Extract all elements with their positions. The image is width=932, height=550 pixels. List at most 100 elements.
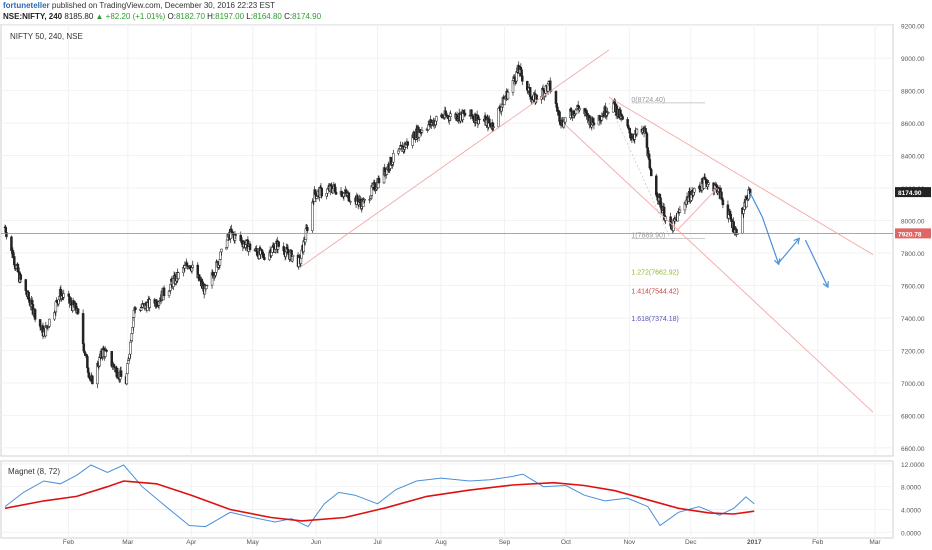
candle-body[interactable] [313,189,317,195]
candle-body[interactable] [220,248,223,253]
trendline[interactable] [676,187,718,232]
candle-body[interactable] [24,279,28,291]
candle-body[interactable] [578,108,581,111]
candle-body[interactable] [492,126,495,128]
trendline[interactable] [565,125,874,413]
candle-body[interactable] [463,112,467,116]
candle-body[interactable] [263,257,266,260]
candle-body[interactable] [91,375,94,385]
candle-body[interactable] [406,141,409,146]
candle-body[interactable] [435,116,438,122]
candle-body[interactable] [306,227,309,231]
candle-body[interactable] [470,109,473,116]
high-value: 8197.00 [215,12,245,21]
last-price: 8185.80 [64,12,94,21]
candle-body[interactable] [191,264,194,268]
symbol-label[interactable]: NSE:NIFTY, 240 [3,12,63,21]
candle-body[interactable] [564,117,567,123]
candle-body[interactable] [707,182,710,185]
forecast-arrow[interactable] [778,237,800,264]
candle-body[interactable] [600,116,604,121]
candle-body[interactable] [162,287,166,297]
candle-body[interactable] [315,196,318,199]
candle-body[interactable] [363,199,366,201]
time-tick-label: Mar [122,539,134,546]
candle-body[interactable] [326,188,329,194]
drawings[interactable]: 0(8724.40) 1(7889.90) 1.272(7662.92) 1.414(… [1,49,893,413]
price-axis[interactable]: 9200.009000.008800.008600.008400.008200.… [895,24,931,537]
candle-body[interactable] [592,122,596,126]
indicator-pane-frame [0,460,894,539]
candle-body[interactable] [83,350,86,354]
indicator-pane[interactable] [4,464,755,528]
candle-body[interactable] [721,199,725,206]
candle-body[interactable] [607,112,610,114]
forecast-arrow[interactable] [749,192,780,265]
candle-body[interactable] [535,94,538,100]
candle-body[interactable] [397,150,400,154]
candle-body[interactable] [299,257,303,264]
candle-body[interactable] [177,272,180,279]
candle-body[interactable] [10,236,13,251]
candle-body[interactable] [125,373,129,385]
candle-body[interactable] [234,234,237,236]
candle-body[interactable] [692,188,696,193]
candle-body[interactable] [334,191,338,195]
candle-body[interactable] [291,254,295,257]
candle-body[interactable] [320,188,323,197]
candle-body[interactable] [130,333,134,341]
candle-body[interactable] [248,243,252,250]
candle-body[interactable] [676,212,680,222]
candle-body[interactable] [126,363,129,374]
candle-body[interactable] [105,350,108,352]
magnet-slow-line[interactable] [4,480,755,522]
candle-body[interactable] [48,318,51,327]
price-tick-label: 8000.00 [901,219,925,226]
candle-body[interactable] [5,232,8,238]
candle-body[interactable] [392,153,395,163]
candle-body[interactable] [420,129,424,133]
candle-body[interactable] [621,116,624,120]
candle-body[interactable] [311,202,314,231]
candle-body[interactable] [67,293,71,297]
candle-body[interactable] [167,290,171,297]
candle-body[interactable] [449,113,452,117]
candle-body[interactable] [76,308,80,314]
candle-body[interactable] [478,118,481,121]
candle-body[interactable] [81,313,85,344]
candle-body[interactable] [635,128,639,135]
forecast-arrow[interactable] [804,239,829,288]
candle-body[interactable] [349,201,352,203]
candle-body[interactable] [218,259,222,266]
price-tick-label: 7600.00 [901,283,925,290]
candle-body[interactable] [277,241,280,247]
candlesticks[interactable] [3,61,752,389]
candle-body[interactable] [119,370,123,377]
candle-body[interactable] [205,284,209,287]
candle-body[interactable] [19,274,23,280]
candle-body[interactable] [620,114,624,117]
candle-body[interactable] [62,293,66,298]
time-tick-label: May [247,539,260,546]
candle-body[interactable] [54,301,58,313]
candle-body[interactable] [134,307,137,310]
candle-body[interactable] [506,91,510,100]
candle-body[interactable] [655,175,658,196]
candle-body[interactable] [148,299,151,308]
candle-body[interactable] [129,341,132,355]
candle-body[interactable] [270,246,274,253]
trendline[interactable] [608,96,874,256]
magnet-fast-line[interactable] [4,464,755,528]
fib-diagonal[interactable] [608,102,671,239]
candle-body[interactable] [33,309,37,320]
trendline[interactable] [299,49,610,268]
candle-body[interactable] [678,209,682,213]
candle-body[interactable] [650,169,653,177]
candle-body[interactable] [521,75,524,82]
candle-body[interactable] [628,127,632,134]
candle-body[interactable] [225,239,229,248]
time-axis[interactable]: Feb Mar Apr May Jun Jul Aug Sep Oct Nov Dec 2017 Feb… [63,539,882,546]
chart-canvas[interactable]: 0(8724.40) 1(7889.90) 1.272(7662.92) 1.414(… [0,24,932,550]
author-link[interactable]: fortuneteller [3,1,50,10]
candle-body[interactable] [377,177,381,184]
